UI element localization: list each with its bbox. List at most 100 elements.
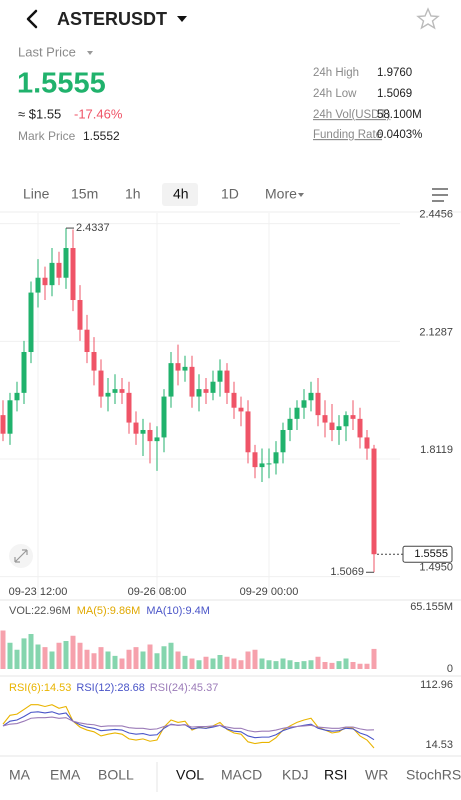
volume-bar [182,655,188,669]
interval-tab[interactable]: 15m [71,186,98,202]
indicator-tab[interactable]: StochRS [406,767,461,783]
candle-body [42,277,48,286]
candle-body [147,429,153,442]
stat-value: 1.9760 [377,67,412,79]
candle-body [84,329,90,353]
volume-bar [203,656,209,669]
volume-bar [238,660,244,669]
y-tick-label: 112.96 [420,679,453,691]
volume-bar [49,651,55,669]
stat-value: 1.5069 [377,88,412,100]
volume-bar [287,660,293,669]
x-tick-label: 09-23 12:00 [9,586,68,598]
volume-bar [350,662,356,669]
candle-body [112,389,118,393]
volume-bar [357,663,363,669]
volume-bar [273,661,279,669]
candle-body [175,363,181,371]
back-button[interactable] [26,9,38,29]
interval-tab[interactable]: 1h [125,186,141,202]
y-tick-label: 1.8119 [420,444,453,456]
symbol-title[interactable]: ASTERUSDT [57,9,167,29]
volume-bar [280,658,286,669]
candle-body [7,400,13,434]
interval-tabs: Line 15m 1h 4h 1D More [23,186,297,202]
volume-bar [140,651,146,669]
volume-bar [364,663,370,669]
indicator-tab[interactable]: WR [365,767,388,783]
volume-bar [329,662,335,669]
volume-bar [98,647,104,669]
symbol-dropdown[interactable] [177,16,187,22]
mark-price: 1.5552 [83,129,120,143]
candle-body [0,415,6,434]
interval-tab[interactable]: 1D [221,186,239,202]
volume-bar [224,656,230,669]
indicator-tab[interactable]: RSI [324,767,347,783]
stat-label: 24h High [313,67,359,79]
interval-tab[interactable]: 4h [173,186,189,202]
candle-body [98,370,104,397]
indicator-tab[interactable]: VOL [176,767,204,783]
candle-body [154,437,160,442]
candle-body [301,400,307,408]
volume-bar [315,656,321,669]
rsi-line [2,711,375,741]
legend-entry: VOL:22.96M [9,605,71,617]
y-tick-label: 14.53 [425,739,453,751]
volume-bar [77,642,83,669]
stat-value: 0.0403% [377,129,422,141]
fullscreen-button[interactable] [9,544,33,568]
high-label: 2.4337 [76,222,110,234]
indicator-tab[interactable]: KDJ [282,767,308,783]
candle-body [287,418,293,430]
stat-label: Funding Rate [313,129,382,141]
favorite-star[interactable] [416,7,440,30]
volume-bar [210,658,216,669]
usd-price: ≈ $1.55 [18,106,61,121]
candle-body [35,277,41,293]
indicator-tabs: MA EMA BOLL VOL MACD KDJ RSI WR StochRS [9,767,461,783]
candle-body [322,415,328,423]
plot-area: 09-23 12:00 09-26 08:00 09-29 00:00 2.4456 2… [0,209,453,751]
volume-bar [70,635,76,669]
last-price-tag-label: 1.5555 [414,548,448,560]
candle-body [126,392,132,423]
candle-body [63,248,69,278]
indicator-tab[interactable]: MACD [221,767,262,783]
indicator-tab[interactable]: MA [9,767,31,783]
legend-entry: MA(10):9.4M [146,605,210,617]
candle-body [273,452,279,464]
indicator-tab[interactable]: BOLL [98,767,134,783]
candle-body [49,262,55,286]
interval-tab[interactable]: Line [23,186,50,202]
indicator-tab[interactable]: EMA [50,767,81,783]
volume-bar [14,649,20,669]
legend-entry: RSI(24):45.37 [150,682,218,694]
volume-bar [91,653,97,669]
chart-settings[interactable] [432,188,448,202]
volume-bar [322,662,328,669]
candle-body [280,429,286,453]
price-change: -17.46% [74,106,123,121]
y-tick-label: 0 [447,663,453,675]
volume-bar [343,658,349,669]
volume-bar [126,649,132,669]
more-dropdown[interactable] [298,193,304,197]
y-tick-label: 65.155M [410,601,453,613]
candle-body [91,352,97,371]
candle-body [231,392,237,408]
candle-body [77,300,83,330]
legend-entry: RSI(12):28.68 [76,682,144,694]
volume-bar [63,641,69,669]
volume-bar [56,642,62,669]
interval-tab[interactable]: More [265,186,297,202]
candle-body [350,415,356,419]
last-price-dropdown[interactable] [87,51,93,55]
candle-body [259,463,265,468]
candle-body [203,389,209,393]
last-price-tag [402,545,453,563]
